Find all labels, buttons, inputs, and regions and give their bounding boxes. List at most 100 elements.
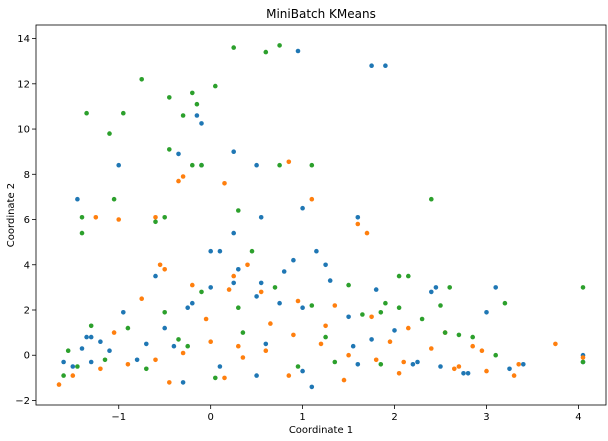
scatter-point-series-1-41	[456, 364, 462, 369]
scatter-point-series-0-43	[507, 366, 512, 372]
scatter-point-series-0-7	[208, 248, 213, 254]
scatter-point-series-1-6	[231, 273, 236, 279]
scatter-point-series-2-11	[199, 162, 204, 168]
scatter-point-series-0-18	[355, 215, 361, 220]
scatter-point-series-1-53	[111, 330, 117, 335]
scatter-point-series-2-47	[249, 248, 255, 254]
scatter-point-series-2-53	[213, 375, 218, 381]
scatter-point-series-2-33	[125, 325, 131, 331]
scatter-point-series-2-36	[236, 305, 241, 311]
scatter-point-series-2-17	[263, 49, 269, 55]
scatter-point-series-1-8	[309, 196, 315, 202]
scatter-point-series-0-60	[190, 300, 195, 306]
scatter-point-series-1-17	[295, 298, 301, 304]
scatter-point-series-0-54	[410, 362, 416, 367]
scatter-point-series-0-13	[254, 162, 259, 168]
scatter-point-series-0-2	[176, 151, 181, 157]
scatter-point-series-2-38	[309, 303, 315, 308]
scatter-point-series-2-12	[167, 147, 172, 152]
y-tick-label: 2	[24, 306, 30, 317]
scatter-point-series-2-7	[167, 95, 172, 100]
scatter-point-series-2-20	[277, 162, 282, 168]
scatter-point-series-1-52	[323, 323, 328, 329]
x-tick-label: 4	[575, 412, 581, 423]
scatter-point-series-2-26	[396, 273, 402, 279]
scatter-point-series-2-14	[153, 219, 158, 225]
scatter-point-series-0-58	[121, 310, 126, 315]
y-tick-label: 10	[17, 125, 30, 136]
scatter-point-series-1-14	[190, 282, 195, 288]
scatter-point-series-0-24	[84, 334, 89, 340]
scatter-point-series-2-45	[102, 357, 108, 363]
scatter-point-series-2-27	[406, 273, 411, 279]
scatter-point-series-0-44	[521, 362, 526, 367]
scatter-point-series-0-48	[134, 357, 140, 363]
scatter-point-series-2-48	[323, 334, 328, 340]
scatter-point-series-2-42	[456, 332, 462, 338]
scatter-point-series-0-25	[70, 364, 76, 369]
scatter-point-series-2-23	[429, 196, 434, 202]
scatter-point-series-0-17	[383, 63, 388, 68]
scatter-point-series-0-35	[323, 262, 328, 268]
scatter-point-series-2-9	[190, 90, 195, 96]
scatter-point-series-0-38	[392, 328, 397, 333]
scatter-point-series-1-50	[203, 316, 209, 322]
scatter-point-series-0-9	[231, 230, 236, 236]
scatter-point-series-0-3	[194, 113, 200, 118]
scatter-point-series-0-1	[116, 162, 121, 168]
scatter-point-series-1-29	[125, 362, 131, 367]
y-tick-label: 14	[17, 34, 30, 45]
scatter-point-series-0-50	[217, 364, 223, 369]
scatter-point-series-2-44	[75, 364, 80, 369]
scatter-point-series-2-1	[79, 215, 85, 220]
scatter-point-series-0-33	[277, 300, 282, 306]
scatter-point-series-1-42	[484, 368, 489, 374]
scatter-point-series-1-24	[553, 341, 558, 347]
scatter-point-series-1-35	[291, 332, 296, 338]
scatter-point-series-0-28	[162, 325, 167, 331]
scatter-point-series-1-1	[116, 217, 121, 222]
scatter-point-series-0-53	[355, 362, 361, 367]
scatter-point-series-1-57	[470, 343, 476, 349]
y-tick-label: 4	[24, 260, 30, 271]
scatter-point-series-1-3	[176, 178, 181, 184]
scatter-point-series-1-34	[263, 348, 269, 354]
scatter-point-series-1-27	[70, 373, 76, 378]
scatter-point-series-2-8	[180, 113, 186, 118]
scatter-point-series-1-54	[387, 339, 393, 345]
scatter-point-series-2-24	[447, 285, 453, 290]
scatter-point-series-1-15	[226, 287, 232, 292]
scatter-point-series-1-20	[406, 325, 411, 331]
scatter-point-series-1-32	[208, 339, 213, 345]
y-tick-label: 0	[24, 351, 30, 362]
scatter-point-series-2-19	[309, 162, 315, 168]
y-tick-label: 6	[24, 215, 30, 226]
scatter-point-series-0-10	[258, 215, 264, 220]
scatter-point-series-1-13	[162, 267, 167, 272]
scatter-point-series-0-4	[199, 121, 204, 126]
plot-frame	[35, 24, 607, 406]
scatter-point-series-1-5	[222, 181, 227, 186]
scatter-point-series-0-12	[300, 205, 305, 211]
scatter-point-series-2-55	[332, 359, 338, 365]
scatter-point-series-0-45	[61, 359, 66, 365]
scatter-point-series-1-51	[268, 321, 273, 326]
scatter-point-series-0-66	[300, 368, 305, 374]
scatter-point-series-0-67	[254, 373, 259, 378]
scatter-point-series-2-10	[194, 101, 200, 107]
scatter-point-series-1-40	[429, 346, 434, 351]
scatter-point-series-0-0	[75, 196, 80, 202]
x-tick-label: 2	[391, 412, 397, 423]
scatter-point-series-1-10	[364, 230, 370, 236]
scatter-point-series-1-12	[157, 262, 163, 268]
scatter-point-series-0-64	[373, 287, 379, 292]
scatter-point-series-0-40	[438, 364, 443, 369]
scatter-point-series-2-49	[360, 312, 365, 317]
scatter-marks	[56, 43, 586, 390]
scatter-point-series-2-30	[580, 359, 586, 365]
scatter-point-series-0-15	[258, 280, 264, 286]
scatter-point-series-2-5	[111, 196, 117, 202]
scatter-point-series-0-16	[369, 63, 374, 68]
